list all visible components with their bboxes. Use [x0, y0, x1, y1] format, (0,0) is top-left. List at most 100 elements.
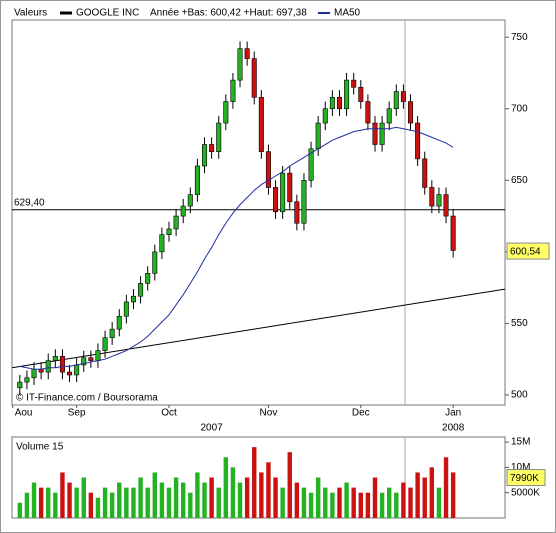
y-tick-label: 650: [511, 175, 528, 186]
header-label: Valeurs: [14, 8, 47, 19]
credit: © IT-Finance.com / Boursorama: [16, 393, 158, 404]
candle-body: [258, 96, 264, 152]
volume-bar: [401, 482, 406, 518]
volume-bar: [159, 482, 165, 518]
volume-bar: [145, 487, 150, 518]
candle-body: [301, 179, 307, 224]
volume-bar: [358, 492, 363, 518]
volume-bar: [53, 492, 58, 518]
price-panel: [11, 19, 506, 406]
candle-body: [74, 364, 80, 376]
volume-bar: [102, 487, 108, 518]
year-label: 2008: [442, 423, 465, 434]
x-tick-label: Oct: [161, 408, 177, 419]
candle-body: [17, 381, 23, 389]
x-tick-label: Sep: [68, 408, 86, 419]
candle-body: [429, 187, 435, 207]
candle-body: [365, 101, 371, 124]
candle-body: [273, 187, 279, 213]
volume-bar: [31, 482, 37, 518]
candle-body: [159, 234, 165, 253]
candle-body: [322, 108, 328, 124]
candle-body: [379, 122, 385, 145]
y-tick-label: 700: [511, 103, 528, 114]
candle-body: [24, 377, 30, 383]
candle-body: [31, 368, 37, 379]
volume-bar: [173, 477, 179, 518]
y-tick-label: 5000K: [511, 487, 540, 498]
candle-body: [308, 148, 314, 181]
volume-bar: [379, 492, 385, 518]
trendline: [11, 288, 506, 369]
candle-body: [145, 273, 151, 284]
candle-body: [45, 360, 51, 373]
candle-body: [408, 101, 414, 124]
candle-body: [351, 79, 357, 88]
candle-body: [251, 58, 257, 98]
volume-bar: [188, 492, 193, 518]
volume-bar: [422, 477, 427, 518]
candle-body: [123, 301, 129, 317]
candle-body: [67, 371, 73, 376]
volume-bar: [38, 487, 44, 518]
x-tick-label: Dec: [352, 408, 370, 419]
volume-bar: [429, 467, 435, 518]
volume-bar: [337, 487, 342, 518]
candle-body: [180, 205, 186, 217]
volume-bar: [117, 482, 122, 518]
last-price-label: 600,54: [510, 247, 541, 258]
volume-bar: [351, 487, 356, 518]
volume-bar: [180, 482, 186, 518]
candle-body: [294, 201, 300, 224]
candle-body: [237, 48, 243, 81]
volume-bar: [223, 457, 229, 518]
candle-body: [287, 172, 293, 203]
x-tick-label: Nov: [260, 408, 278, 419]
candle-body: [216, 122, 222, 152]
candle-body: [152, 251, 158, 274]
y-tick-label: 550: [511, 318, 528, 329]
candle-body: [202, 144, 208, 167]
volume-bar: [216, 487, 221, 518]
candle-body: [436, 194, 442, 207]
volume-bar: [202, 482, 207, 518]
volume-bar: [138, 477, 143, 518]
candle-body: [194, 165, 200, 195]
volume-marker-label: 7990K: [510, 473, 539, 484]
header-ma: MA50: [334, 8, 361, 19]
volume-bar: [152, 472, 157, 518]
year-label: 2007: [200, 423, 223, 434]
volume-bar: [266, 462, 271, 518]
volume-bar: [124, 487, 129, 518]
candle-body: [443, 194, 449, 217]
volume-bar: [408, 487, 413, 518]
volume-bar: [308, 492, 314, 518]
volume-bar: [344, 482, 349, 518]
candle-body: [415, 122, 421, 160]
candle-body: [81, 357, 87, 366]
candle-body: [315, 122, 321, 150]
volume-bar: [81, 477, 86, 518]
header-range: Année +Bas: 600,42 +Haut: 697,38: [150, 8, 307, 19]
volume-bar: [443, 457, 449, 518]
header-name: GOOGLE INC: [76, 8, 139, 19]
volume-bar: [394, 492, 399, 518]
candle-body: [265, 151, 271, 188]
candle-body: [116, 315, 122, 330]
candle-body: [400, 91, 406, 102]
volume-bar: [109, 492, 115, 518]
candle-body: [344, 79, 350, 110]
volume-bar: [95, 497, 101, 518]
candle-body: [166, 228, 172, 235]
volume-bar: [17, 502, 23, 518]
y-tick-label: 15M: [511, 437, 530, 448]
y-tick-label: 500: [511, 390, 528, 401]
candle-body: [244, 48, 250, 59]
y-tick-label: 750: [511, 32, 528, 43]
candle-body: [88, 357, 94, 361]
volume-bar: [436, 487, 442, 518]
volume-bar: [252, 447, 257, 518]
volume-bar: [273, 477, 278, 518]
volume-bar: [450, 472, 456, 518]
